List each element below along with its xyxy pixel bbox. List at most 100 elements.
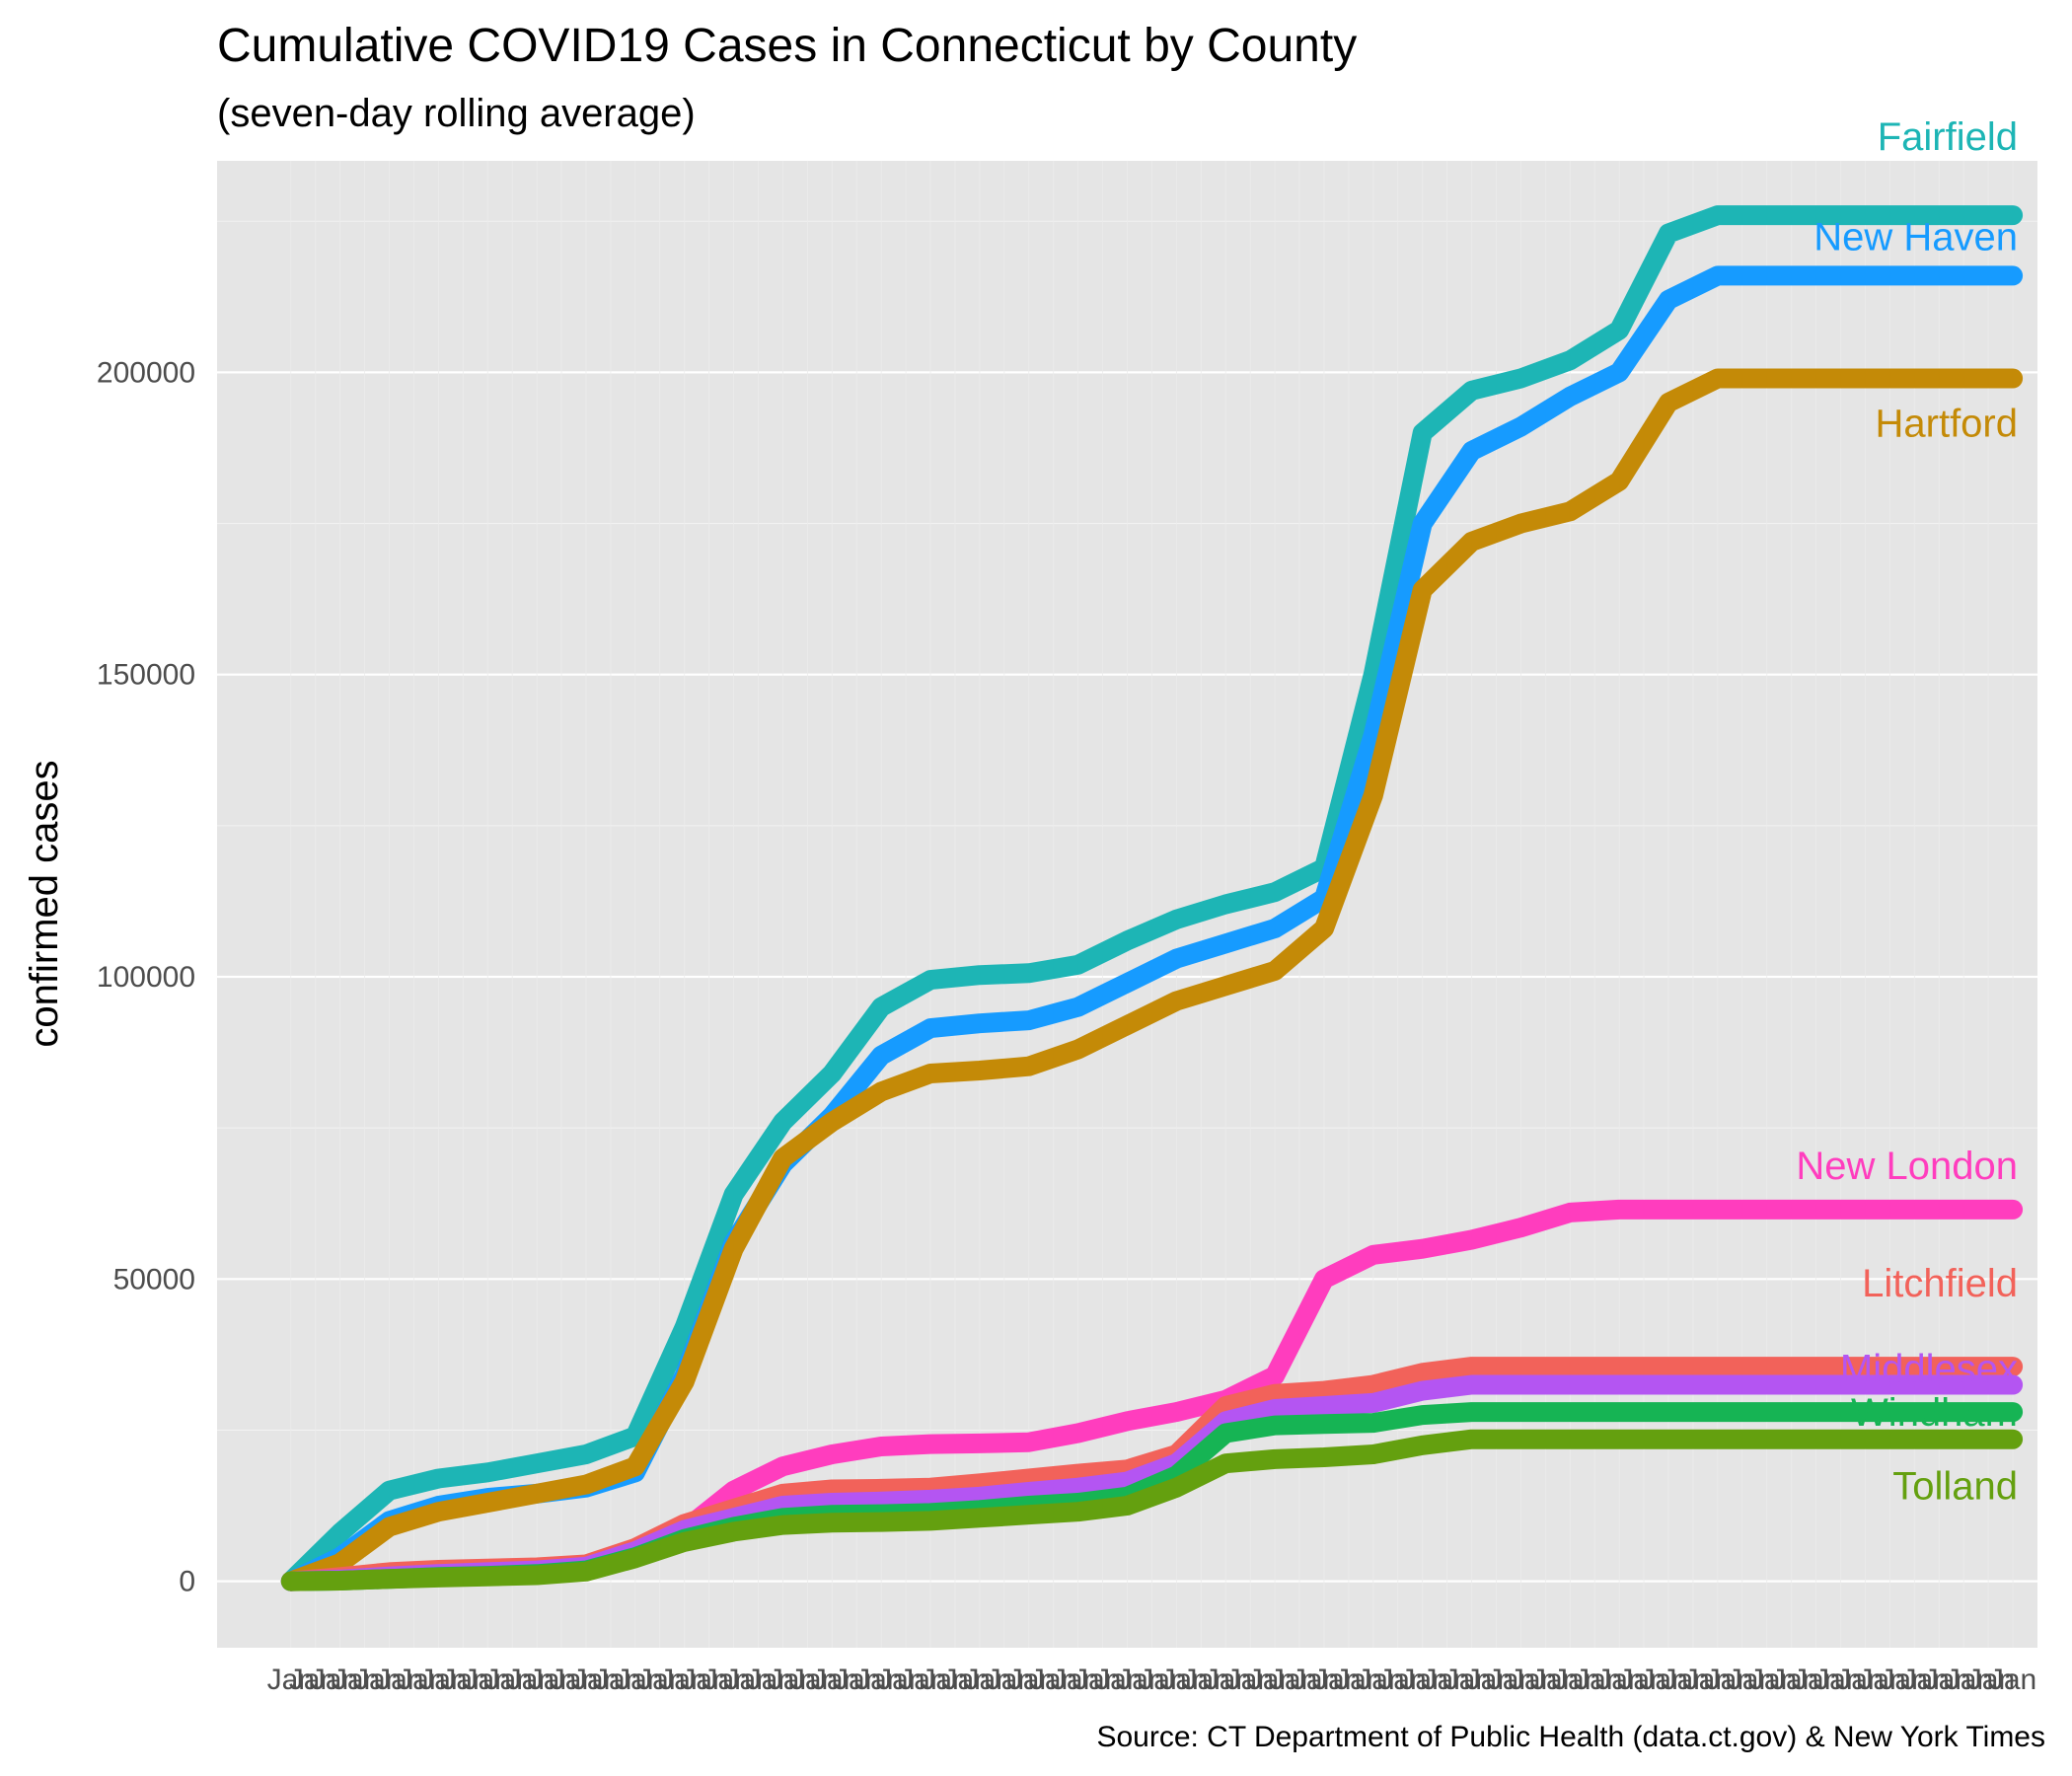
x-tick-label: Jan — [1378, 1664, 1426, 1696]
x-tick-label: Jan — [1706, 1664, 1753, 1696]
x-tick-label: Jan — [1662, 1664, 1709, 1696]
x-tick-label: Jan — [1073, 1664, 1121, 1696]
x-tick-label: Jan — [812, 1664, 859, 1696]
x-tick-label: Jan — [1749, 1664, 1797, 1696]
x-tick-label: Jan — [1117, 1664, 1164, 1696]
x-tick-label: Jan — [1488, 1664, 1535, 1696]
x-tick-label: Jan — [1814, 1664, 1862, 1696]
x-tick-label: Jan — [572, 1664, 620, 1696]
x-tick-label: Jan — [289, 1664, 336, 1696]
x-tick-label: Jan — [899, 1664, 946, 1696]
x-tick-label: Jan — [1292, 1664, 1339, 1696]
x-tick-label: Jan — [1793, 1664, 1840, 1696]
x-tick-label: Jan — [1510, 1664, 1557, 1696]
x-tick-label: Jan — [1205, 1664, 1252, 1696]
x-tick-label: Jan — [1444, 1664, 1492, 1696]
source-caption: Source: CT Department of Public Health (… — [1096, 1721, 2045, 1753]
series-line-fairfield — [280, 205, 2024, 1591]
x-tick-label: Jan — [1684, 1664, 1732, 1696]
x-tick-label: Jan — [1313, 1664, 1361, 1696]
y-tick-label: 150000 — [97, 659, 195, 692]
x-tick-label: Jan — [703, 1664, 750, 1696]
x-tick-label: Jan — [1248, 1664, 1295, 1696]
x-tick-label: Jan — [834, 1664, 881, 1696]
x-tick-label: Jan — [441, 1664, 488, 1696]
x-tick-label: Jan — [637, 1664, 685, 1696]
y-tick-label: 200000 — [97, 356, 195, 389]
series-label-fairfield: Fairfield — [1878, 115, 2018, 159]
x-tick-label: Jan — [1946, 1664, 1993, 1696]
x-tick-label: Jan — [681, 1664, 728, 1696]
x-tick-label: Jan — [725, 1664, 773, 1696]
x-tick-label: Jan — [1270, 1664, 1317, 1696]
x-tick-label: Jan — [1640, 1664, 1687, 1696]
y-axis-ticks: 0 50000 100000 150000 200000 — [97, 356, 195, 1597]
x-tick-label: Jan — [1596, 1664, 1644, 1696]
series-label-middlesex: Middlesex — [1840, 1348, 2018, 1391]
chart-title: Cumulative COVID19 Cases in Connecticut … — [217, 20, 1357, 72]
y-tick-label: 0 — [179, 1566, 195, 1598]
x-tick-label: Jan — [1400, 1664, 1447, 1696]
x-tick-label: Jan — [507, 1664, 555, 1696]
x-tick-label: Jan — [354, 1664, 402, 1696]
x-tick-label: Jan — [790, 1664, 838, 1696]
x-tick-label: Jan — [987, 1664, 1034, 1696]
x-tick-label: Jan — [1422, 1664, 1469, 1696]
x-tick-label: Jan — [1902, 1664, 1950, 1696]
x-tick-label: Jan — [1880, 1664, 1927, 1696]
x-tick-label: Jan — [1182, 1664, 1229, 1696]
x-tick-label: Jan — [1553, 1664, 1600, 1696]
x-tick-label: Jan — [1575, 1664, 1622, 1696]
x-tick-label: Jan — [485, 1664, 533, 1696]
series-label-tolland: Tolland — [1892, 1465, 2018, 1509]
x-tick-label: Jan — [1924, 1664, 1971, 1696]
x-tick-label: Jan — [1160, 1664, 1208, 1696]
series-label-hartford: Hartford — [1876, 403, 2019, 446]
series-label-new-london: New London — [1796, 1145, 2018, 1188]
series-line-tolland — [280, 1429, 2024, 1591]
x-axis-ticks: JanJanJanJanJanJanJanJanJanJanJanJanJanJ… — [267, 1664, 2037, 1696]
x-tick-label: Jan — [1466, 1664, 1514, 1696]
x-tick-label: Jan — [267, 1664, 315, 1696]
x-tick-label: Jan — [921, 1664, 968, 1696]
x-tick-label: Jan — [942, 1664, 990, 1696]
x-tick-label: Jan — [769, 1664, 816, 1696]
x-tick-label: Jan — [1052, 1664, 1099, 1696]
x-tick-label: Jan — [1836, 1664, 1884, 1696]
x-tick-label: Jan — [376, 1664, 423, 1696]
x-tick-label: Jan — [1030, 1664, 1077, 1696]
x-tick-label: Jan — [1728, 1664, 1775, 1696]
x-tick-label: Jan — [855, 1664, 903, 1696]
x-tick-label: Jan — [419, 1664, 467, 1696]
x-tick-label: Jan — [594, 1664, 641, 1696]
x-tick-label: Jan — [463, 1664, 510, 1696]
x-tick-label: Jan — [1008, 1664, 1056, 1696]
x-tick-label: Jan — [529, 1664, 576, 1696]
x-tick-label: Jan — [1771, 1664, 1818, 1696]
x-tick-label: Jan — [1357, 1664, 1404, 1696]
x-tick-label: Jan — [1618, 1664, 1665, 1696]
x-tick-label: Jan — [1858, 1664, 1905, 1696]
series-label-windham: Windham — [1851, 1391, 2018, 1435]
x-tick-label: Jan — [1139, 1664, 1186, 1696]
x-tick-label: Jan — [1531, 1664, 1579, 1696]
x-tick-label: Jan — [965, 1664, 1012, 1696]
x-tick-label: Jan — [1989, 1664, 2036, 1696]
series-line-hartford — [280, 368, 2024, 1591]
x-tick-label: Jan — [616, 1664, 663, 1696]
series-labels: Fairfield New Haven Hartford New London Litc… — [1796, 115, 2018, 1509]
y-axis-label: confirmed cases — [23, 760, 66, 1047]
x-tick-label: Jan — [1335, 1664, 1382, 1696]
x-tick-label: Jan — [311, 1664, 358, 1696]
x-tick-label: Jan — [747, 1664, 794, 1696]
x-tick-label: Jan — [1095, 1664, 1143, 1696]
x-tick-label: Jan — [398, 1664, 445, 1696]
x-tick-label: Jan — [659, 1664, 706, 1696]
series-lines — [280, 205, 2024, 1591]
x-tick-label: Jan — [551, 1664, 598, 1696]
x-tick-label: Jan — [1967, 1664, 2015, 1696]
y-tick-label: 100000 — [97, 961, 195, 994]
series-label-new-haven: New Haven — [1813, 215, 2018, 259]
chart-subtitle: (seven-day rolling average) — [217, 92, 696, 135]
